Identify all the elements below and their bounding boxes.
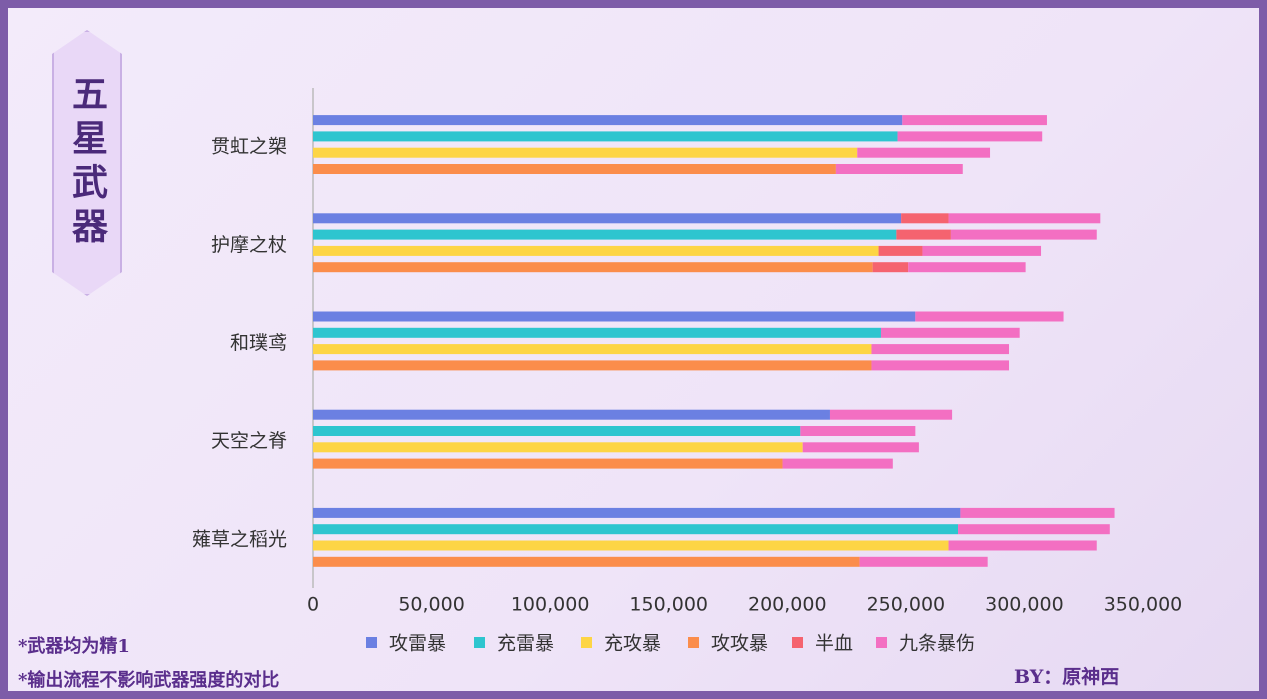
legend-marker [876,637,887,648]
y-tick-label: 护摩之杖 [211,234,287,256]
bar-segment [908,262,1026,273]
bar-segment [313,360,872,371]
x-tick-label: 250,000 [867,594,946,616]
legend-label: 攻雷暴 [389,633,446,655]
bar-segment [950,229,1097,240]
bar-segment [915,311,1064,322]
legend-marker [581,637,592,648]
bar-segment [313,540,949,551]
bar-segment [313,556,860,567]
x-tick-label: 200,000 [748,594,827,616]
legend-label: 九条暴伤 [899,633,975,655]
bar-segment [896,229,951,240]
bar-segment [880,327,1020,338]
bar-segment [859,556,988,567]
bar-segment [948,540,1097,551]
y-tick-label: 贯虹之槊 [211,136,287,158]
bar-segment [313,344,872,355]
bar-segment [902,115,1047,126]
bar-segment [313,327,881,338]
legend-marker [688,637,699,648]
bar-segment [802,442,919,453]
bar-segment [958,524,1110,535]
bar-segment [313,213,902,224]
bar-segment [857,147,991,158]
bar-segment [878,245,923,256]
bar-segment [897,131,1043,142]
note: *武器均为精1 [18,636,130,657]
bar-segment [901,213,949,224]
x-tick-label: 350,000 [1104,594,1183,616]
x-tick-label: 150,000 [629,594,708,616]
legend-label: 充雷暴 [497,633,554,655]
bar-segment [313,426,801,436]
bar-segment [313,262,873,273]
bar-segment [313,458,783,469]
x-tick-label: 0 [307,594,319,616]
legend-label: 充攻暴 [604,633,661,655]
x-tick-label: 50,000 [398,594,464,616]
bar-segment [922,245,1042,256]
bar-segment [871,360,1010,371]
legend-marker [474,637,485,648]
chart-title: 五星武器 [66,75,108,251]
legend-label: 攻攻暴 [711,633,768,655]
bar-segment [313,164,836,174]
bar-segment [872,262,909,273]
note: *输出流程不影响武器强度的对比 [18,670,280,691]
bar-segment [313,311,916,322]
y-tick-label: 薙草之稻光 [192,528,287,550]
legend-marker [366,637,377,648]
bar-segment [313,524,959,535]
bar-segment [960,507,1115,518]
bar-segment [313,442,803,453]
x-tick-label: 100,000 [511,594,590,616]
bar-segment [313,131,898,142]
bar-segment [313,229,897,240]
legend-label: 半血 [815,633,853,655]
bar-segment [313,115,903,126]
bar-segment [871,344,1010,355]
x-tick-label: 300,000 [985,594,1064,616]
bar-segment [313,245,879,256]
legend-marker [792,637,803,648]
bar-segment [782,458,893,469]
title-box: 五星武器 [52,30,122,296]
bar-segment [313,147,858,158]
bar-segment [829,409,953,420]
y-tick-label: 天空之脊 [211,430,287,452]
bar-segment [313,409,830,420]
bar-segment [948,213,1101,224]
bar-segment [835,164,963,174]
credit: BY：原神西 [1014,666,1120,688]
bar-segment [313,507,961,518]
y-tick-label: 和璞鸢 [230,332,287,354]
bar-segment [800,426,916,436]
